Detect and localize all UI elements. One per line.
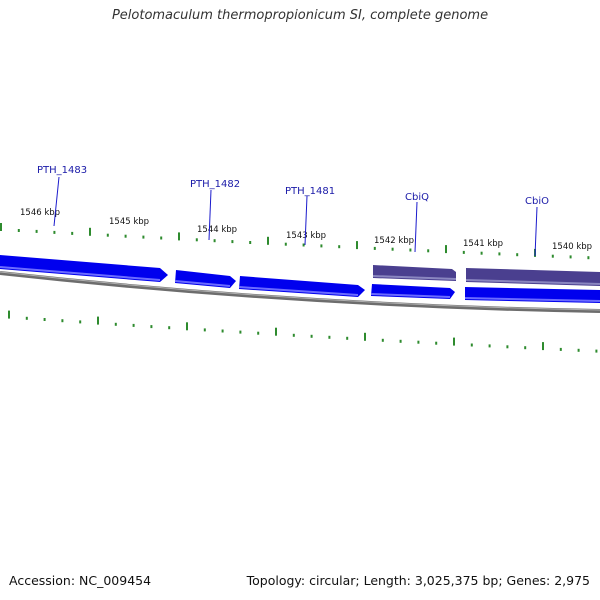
minor-tick — [160, 236, 163, 240]
minor-tick — [310, 334, 313, 338]
minor-tick — [239, 330, 242, 334]
minor-tick — [284, 242, 287, 246]
gene-label-cbiq[interactable]: CbiQ — [405, 192, 429, 203]
gene-features — [0, 255, 600, 303]
gene-label-pth-1482[interactable]: PTH_1482 — [190, 179, 240, 190]
minor-tick — [221, 329, 224, 333]
minor-tick — [498, 252, 501, 256]
minor-tick — [53, 230, 56, 234]
minor-tick — [71, 231, 74, 235]
minor-tick — [391, 247, 394, 251]
major-tick — [186, 322, 188, 331]
genome-backbone — [0, 271, 600, 313]
tick-label: 1543 kbp — [286, 231, 326, 241]
major-tick — [453, 337, 455, 346]
gene-label-lines — [53, 176, 538, 257]
minor-tick — [551, 254, 554, 258]
minor-tick — [462, 250, 465, 254]
minor-tick — [132, 323, 135, 327]
gene-pth-1482[interactable] — [175, 270, 236, 288]
minor-tick — [43, 318, 46, 321]
minor-tick — [338, 245, 341, 249]
major-tick — [97, 316, 99, 325]
gene-label-pth-1481[interactable]: PTH_1481 — [285, 186, 335, 197]
major-tick — [178, 232, 180, 241]
major-tick — [542, 342, 544, 351]
minor-tick — [516, 253, 519, 257]
major-tick — [89, 227, 91, 236]
minor-tick — [470, 343, 473, 347]
tick-label: 1541 kbp — [463, 239, 503, 249]
gene-pth-1483[interactable] — [0, 255, 168, 282]
minor-tick — [231, 240, 234, 244]
gene-label-pth-1483[interactable]: PTH_1483 — [37, 165, 87, 176]
minor-tick — [150, 325, 153, 329]
minor-tick — [328, 335, 331, 339]
minor-tick — [79, 320, 82, 324]
major-tick — [267, 236, 269, 245]
minor-tick — [124, 234, 127, 238]
minor-tick — [168, 326, 171, 330]
tick-label: 1545 kbp — [109, 217, 149, 227]
minor-tick — [595, 349, 598, 353]
tick-label: 1540 kbp — [552, 242, 592, 252]
gene-labels: PTH_1483 PTH_1482 PTH_1481 CbiQ CbiO — [37, 165, 549, 207]
minor-tick — [114, 322, 117, 326]
minor-tick — [320, 244, 323, 248]
minor-tick — [381, 338, 384, 342]
genome-summary-text: Topology: circular; Length: 3,025,375 bp… — [246, 573, 590, 588]
minor-tick — [203, 328, 206, 332]
tick-label: 1546 kbp — [20, 208, 60, 218]
minor-tick — [195, 238, 198, 242]
tick-labels: 1546 kbp 1545 kbp 1544 kbp 1543 kbp 1542… — [20, 208, 592, 252]
minor-tick — [61, 319, 64, 323]
minor-tick — [35, 229, 38, 233]
minor-tick — [302, 243, 305, 247]
minor-tick — [399, 339, 402, 343]
minor-tick — [559, 347, 562, 351]
minor-tick — [506, 345, 509, 349]
major-tick — [445, 245, 447, 254]
minor-tick — [569, 255, 572, 259]
minor-tick — [409, 248, 412, 252]
minor-tick — [587, 256, 590, 260]
minor-tick — [249, 241, 252, 244]
minor-tick — [106, 233, 109, 237]
tick-label: 1542 kbp — [374, 236, 414, 246]
minor-tick — [524, 346, 527, 350]
gene-pth-1481[interactable] — [239, 276, 365, 297]
minor-tick — [213, 239, 216, 243]
accession-text: Accession: NC_009454 — [9, 573, 152, 588]
major-tick — [8, 310, 10, 319]
major-tick — [275, 327, 277, 336]
minor-tick — [480, 251, 483, 255]
major-tick — [356, 241, 358, 250]
minor-tick — [346, 336, 349, 340]
major-tick — [364, 332, 366, 341]
minor-tick — [257, 331, 260, 335]
minor-tick — [373, 246, 376, 250]
major-tick — [0, 223, 2, 231]
minor-tick — [427, 249, 430, 253]
minor-tick — [292, 333, 295, 337]
tick-label: 1544 kbp — [197, 225, 237, 235]
map-title: Pelotomaculum thermopropionicum SI, comp… — [111, 8, 489, 23]
minor-tick — [25, 316, 28, 320]
minor-tick — [488, 344, 491, 348]
minor-tick — [417, 340, 420, 344]
minor-tick — [17, 229, 20, 232]
minor-tick — [435, 341, 438, 345]
minor-tick — [142, 235, 145, 239]
inner-tick-marks — [8, 310, 598, 353]
gene-label-cbio[interactable]: CbiO — [525, 196, 549, 207]
minor-tick — [577, 348, 580, 352]
